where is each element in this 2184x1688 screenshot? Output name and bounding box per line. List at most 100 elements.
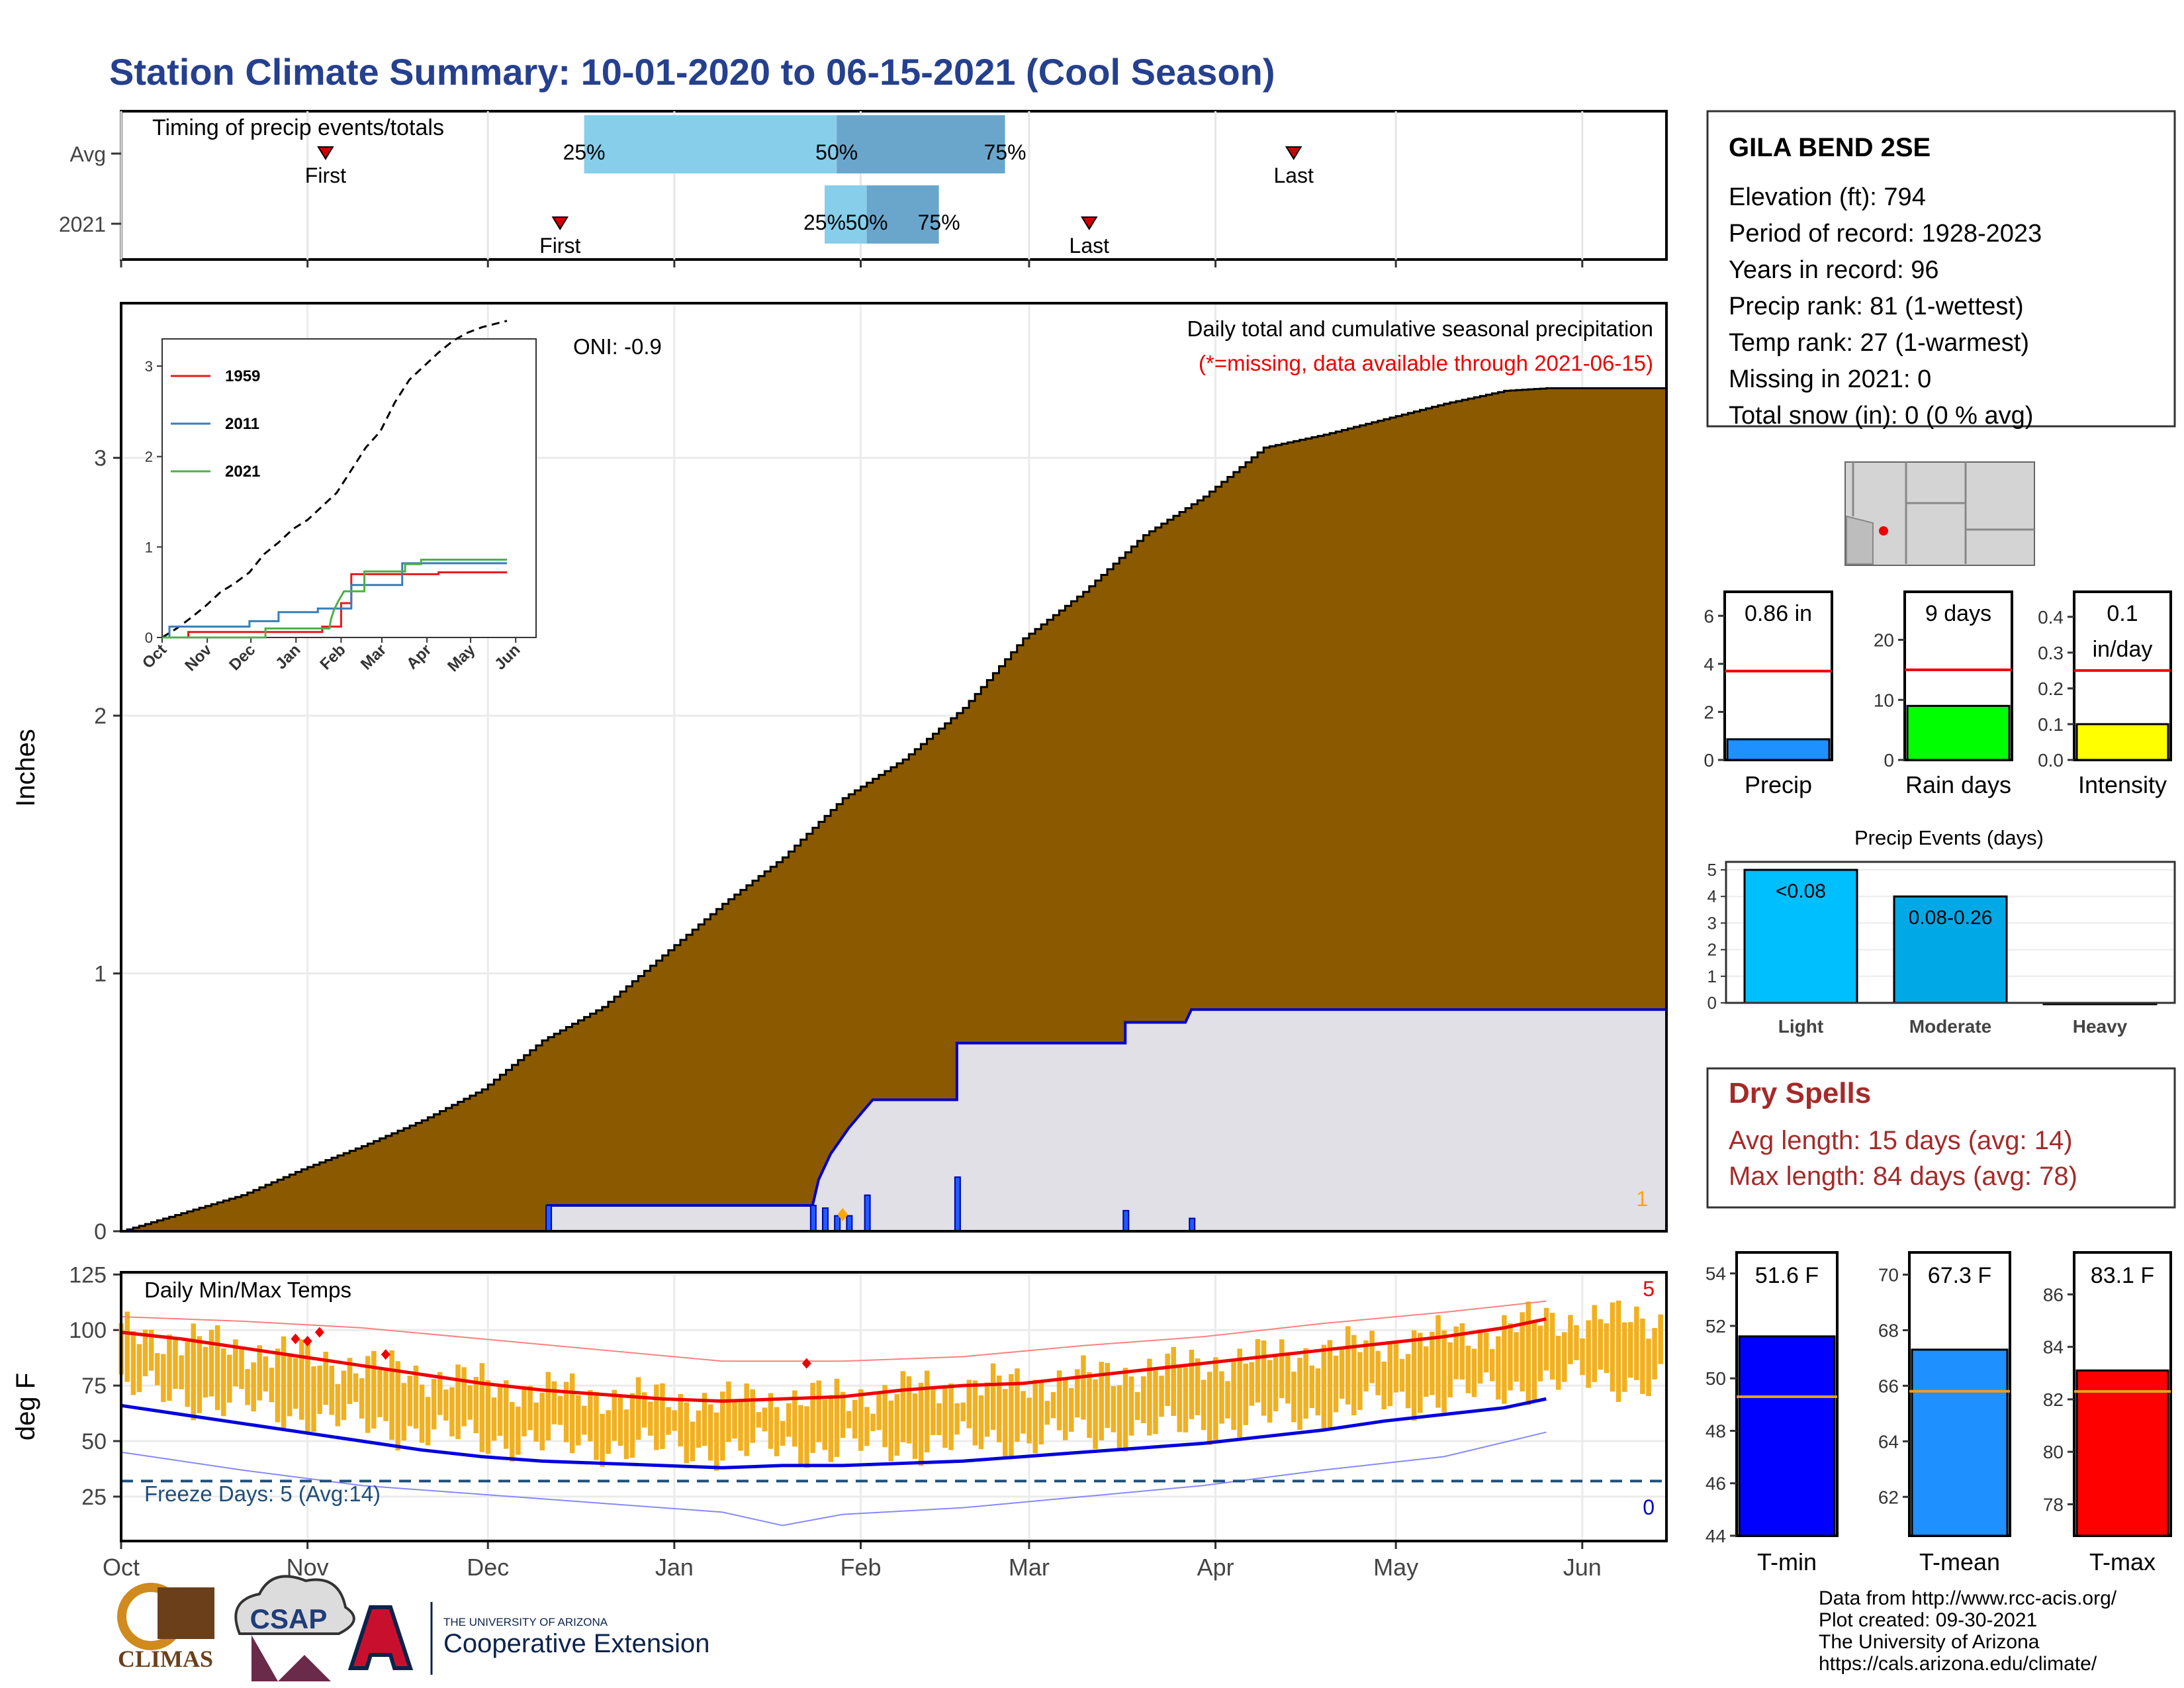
daily-temp-bar — [1075, 1369, 1080, 1418]
temp-bar-tick-label: 68 — [1878, 1320, 1899, 1340]
daily-temp-bar — [629, 1393, 635, 1458]
daily-temp-bar — [1615, 1300, 1621, 1402]
daily-temp-bar — [1610, 1302, 1615, 1392]
daily-precip-bar — [864, 1194, 871, 1233]
daily-temp-bar — [347, 1358, 353, 1405]
missing-count: 1 — [1636, 1187, 1648, 1211]
timing-first-marker — [551, 216, 569, 230]
event-bar — [1743, 868, 1858, 1004]
daily-temp-bar — [1015, 1368, 1020, 1442]
daily-temp-bar — [1604, 1323, 1610, 1374]
daily-temp-bar — [1183, 1367, 1189, 1432]
timing-last-marker — [1080, 216, 1098, 230]
daily-temp-bar — [1201, 1380, 1206, 1430]
temp-bar-value — [1738, 1335, 1836, 1537]
daily-temp-bar — [654, 1384, 659, 1450]
inset-ytick-label: 1 — [145, 539, 153, 555]
daily-temp-bar — [1038, 1382, 1044, 1445]
daily-temp-bar — [684, 1402, 690, 1464]
daily-temp-bar — [726, 1382, 731, 1442]
daily-temp-bar — [876, 1391, 882, 1430]
daily-temp-bar — [1537, 1325, 1543, 1382]
timing-row-label: 2021 — [59, 212, 106, 236]
temp-bar-tick-label: 66 — [1878, 1376, 1899, 1396]
daily-temp-bar — [214, 1325, 220, 1411]
daily-temp-bar — [329, 1366, 334, 1415]
temp-bar-tick-label: 78 — [2043, 1494, 2064, 1515]
temp-bar-value — [2075, 1369, 2169, 1537]
daily-temp-bar — [966, 1380, 972, 1429]
daily-temp-bar — [1093, 1379, 1098, 1449]
month-label: Mar — [1009, 1554, 1050, 1581]
temp-ytick-label: 50 — [81, 1429, 107, 1454]
daily-temp-bar — [203, 1346, 208, 1398]
daily-temp-bar — [1411, 1330, 1417, 1421]
dry-spells-box — [1706, 1067, 2176, 1209]
daily-temp-bar — [996, 1375, 1002, 1442]
daily-temp-bar — [443, 1389, 449, 1421]
daily-temp-bar — [251, 1362, 256, 1412]
daily-temp-bar — [1153, 1370, 1158, 1434]
daily-temp-bar — [696, 1410, 702, 1448]
timing-iqr-upper — [837, 115, 1005, 173]
climas-logo-text: CLIMAS — [118, 1646, 213, 1672]
daily-temp-bar — [612, 1389, 617, 1441]
inset-legend-label: 2021 — [225, 463, 260, 481]
temp-bar-tick-label: 44 — [1706, 1526, 1726, 1546]
daily-temp-bar — [1177, 1366, 1183, 1432]
daily-temp-bar — [1580, 1338, 1585, 1376]
temp-bar-tick-label: 48 — [1706, 1421, 1726, 1441]
daily-temp-bar — [1003, 1389, 1008, 1460]
daily-temp-bar — [1549, 1313, 1555, 1380]
month-label: Apr — [1197, 1554, 1234, 1581]
daily-temp-bar — [713, 1412, 719, 1471]
daily-temp-bar — [1297, 1358, 1302, 1430]
credit-line: Data from http://www.rcc-acis.org/ — [1819, 1587, 2117, 1609]
month-label: Feb — [841, 1554, 882, 1581]
daily-temp-bar — [1303, 1348, 1308, 1419]
daily-temp-bar — [1555, 1336, 1561, 1390]
daily-temp-bar — [1069, 1387, 1074, 1432]
daily-temp-bar — [299, 1339, 304, 1420]
daily-temp-bar — [720, 1391, 725, 1461]
temp-bar-tick-label: 82 — [2043, 1389, 2064, 1410]
station-name: GILA BEND 2SE — [1729, 133, 1931, 162]
daily-temp-bar — [942, 1387, 948, 1448]
daily-temp-bar — [864, 1407, 870, 1446]
daily-temp-bar — [431, 1379, 437, 1430]
record-high-marker — [291, 1333, 300, 1344]
mini-bar-tick-label: 0 — [1884, 750, 1894, 771]
record-high-marker — [381, 1349, 390, 1360]
daily-temp-bar — [1483, 1333, 1489, 1373]
daily-temp-bar — [359, 1378, 365, 1419]
credit-line: Plot created: 09-30-2021 — [1819, 1609, 2037, 1631]
station-info-line: Temp rank: 27 (1-warmest) — [1729, 329, 2029, 357]
mini-bar-value-unit: in/day — [2093, 637, 2153, 662]
daily-temp-bar — [1357, 1352, 1363, 1411]
daily-temp-bar — [816, 1380, 821, 1442]
daily-precip-bar — [809, 1205, 817, 1232]
daily-temp-bar — [275, 1348, 281, 1423]
daily-temp-bar — [834, 1378, 840, 1457]
daily-temp-bar — [804, 1406, 809, 1468]
precip-note: Daily total and cumulative seasonal prec… — [1187, 316, 1653, 341]
daily-temp-bar — [1345, 1326, 1351, 1405]
temp-bar-tick-label: 70 — [1878, 1265, 1899, 1286]
daily-temp-bar — [635, 1377, 641, 1440]
daily-precip-bar — [846, 1215, 853, 1232]
daily-temp-bar — [1621, 1322, 1627, 1392]
event-bar-label: <0.08 — [1776, 880, 1826, 902]
timing-last-label: Last — [1069, 234, 1110, 258]
daily-temp-bar — [780, 1421, 786, 1446]
daily-temp-bar — [437, 1372, 443, 1415]
daily-temp-bar — [888, 1400, 893, 1462]
oni-label: ONI: -0.9 — [573, 334, 662, 359]
daily-temp-bar — [1339, 1347, 1345, 1399]
daily-temp-bar — [810, 1383, 815, 1453]
daily-temp-bar — [984, 1382, 990, 1437]
daily-temp-bar — [491, 1397, 497, 1441]
daily-temp-bar — [503, 1380, 509, 1449]
inset-ytick-label: 0 — [145, 630, 153, 646]
daily-temp-bar — [155, 1353, 160, 1385]
